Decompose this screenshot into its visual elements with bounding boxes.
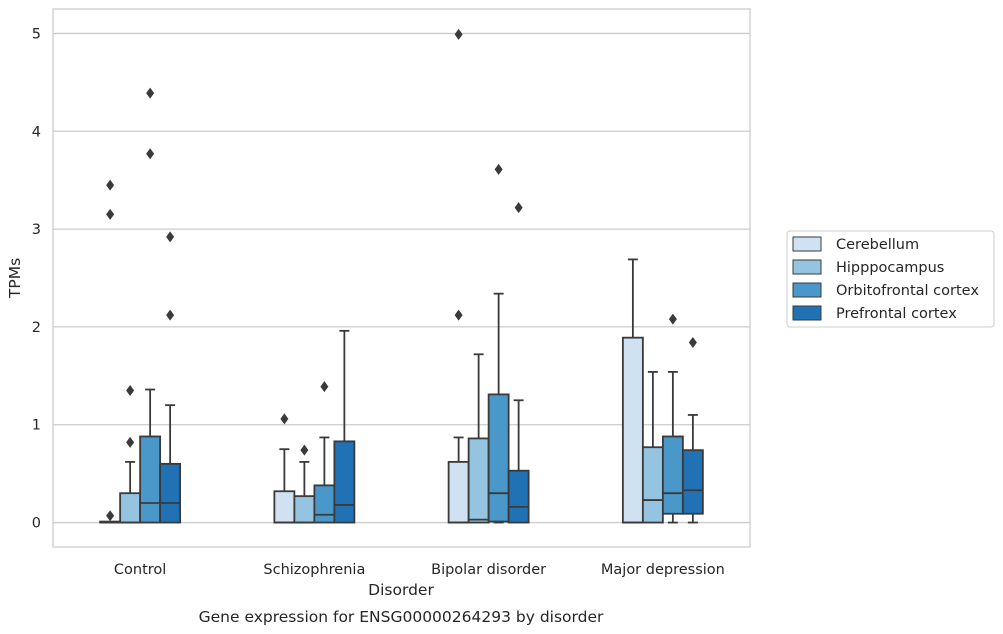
outlier-point xyxy=(146,87,155,99)
box-body xyxy=(313,484,336,524)
box-body xyxy=(507,469,530,524)
outlier-point xyxy=(454,309,463,321)
y-tick-label: 2 xyxy=(32,320,41,336)
legend-frame xyxy=(786,230,995,328)
outlier-point xyxy=(166,309,175,321)
box-body xyxy=(139,435,162,524)
box-body xyxy=(621,336,644,524)
box-body xyxy=(333,440,356,524)
y-axis-label: TPMs xyxy=(6,258,24,299)
box xyxy=(273,413,296,524)
y-tick-label: 0 xyxy=(32,516,41,532)
legend-label: Hipppocampus xyxy=(836,260,944,276)
box-body xyxy=(641,446,664,524)
outlier-point xyxy=(454,28,463,40)
outlier-point xyxy=(494,163,503,175)
outlier-point xyxy=(106,179,115,191)
box xyxy=(681,337,704,524)
box-body xyxy=(467,437,490,524)
box xyxy=(333,329,356,524)
x-tick-label: Control xyxy=(114,562,166,578)
box-body xyxy=(119,492,142,524)
legend-swatch xyxy=(792,259,822,275)
legend-swatch xyxy=(792,305,822,321)
outlier-point xyxy=(166,231,175,243)
y-tick-label: 5 xyxy=(32,26,41,42)
box-body xyxy=(681,449,704,515)
box xyxy=(467,353,490,524)
outlier-point xyxy=(146,148,155,160)
box xyxy=(159,231,182,524)
x-tick-label: Schizophrenia xyxy=(263,562,365,578)
outlier-point xyxy=(300,444,309,456)
box-body xyxy=(487,393,510,523)
outlier-point xyxy=(126,436,135,448)
box xyxy=(661,313,684,524)
legend-label: Prefrontal cortex xyxy=(836,306,957,322)
legend-swatch xyxy=(792,236,822,252)
x-tick-label: Major depression xyxy=(601,562,725,578)
box-series xyxy=(99,28,704,524)
outlier-point xyxy=(280,413,289,425)
y-tick-labels: 0 1 2 3 4 5 xyxy=(32,26,41,531)
outlier-point xyxy=(514,202,523,214)
box xyxy=(621,258,644,524)
box xyxy=(487,163,510,524)
box xyxy=(119,384,142,524)
box xyxy=(99,179,122,524)
outlier-point xyxy=(668,313,677,325)
box-body xyxy=(661,435,684,515)
y-tick-label: 4 xyxy=(32,124,41,140)
legend-label: Orbitofrontal cortex xyxy=(836,283,979,299)
box-body xyxy=(293,495,316,524)
x-tick-labels: Control Schizophrenia Bipolar disorder Majo… xyxy=(114,562,725,578)
outlier-point xyxy=(320,381,329,393)
outlier-point xyxy=(106,208,115,220)
y-tick-label: 3 xyxy=(32,222,41,238)
outlier-point xyxy=(126,384,135,396)
box-body xyxy=(159,462,182,524)
chart-caption: Gene expression for ENSG00000264293 by d… xyxy=(199,608,604,626)
x-axis-label: Disorder xyxy=(368,581,434,599)
outlier-point xyxy=(688,337,697,349)
outlier-point xyxy=(106,510,115,522)
plot-frame xyxy=(52,8,751,548)
box-body xyxy=(447,460,470,524)
y-tick-label: 1 xyxy=(32,418,41,434)
box-body xyxy=(273,490,296,524)
legend-label: Cerebellum xyxy=(836,237,919,253)
legend: Cerebellum Hipppocampus Orbitofrontal cort… xyxy=(786,230,995,328)
legend-swatch xyxy=(792,282,822,298)
box xyxy=(641,371,664,524)
box xyxy=(507,202,530,524)
x-tick-label: Bipolar disorder xyxy=(431,562,546,578)
